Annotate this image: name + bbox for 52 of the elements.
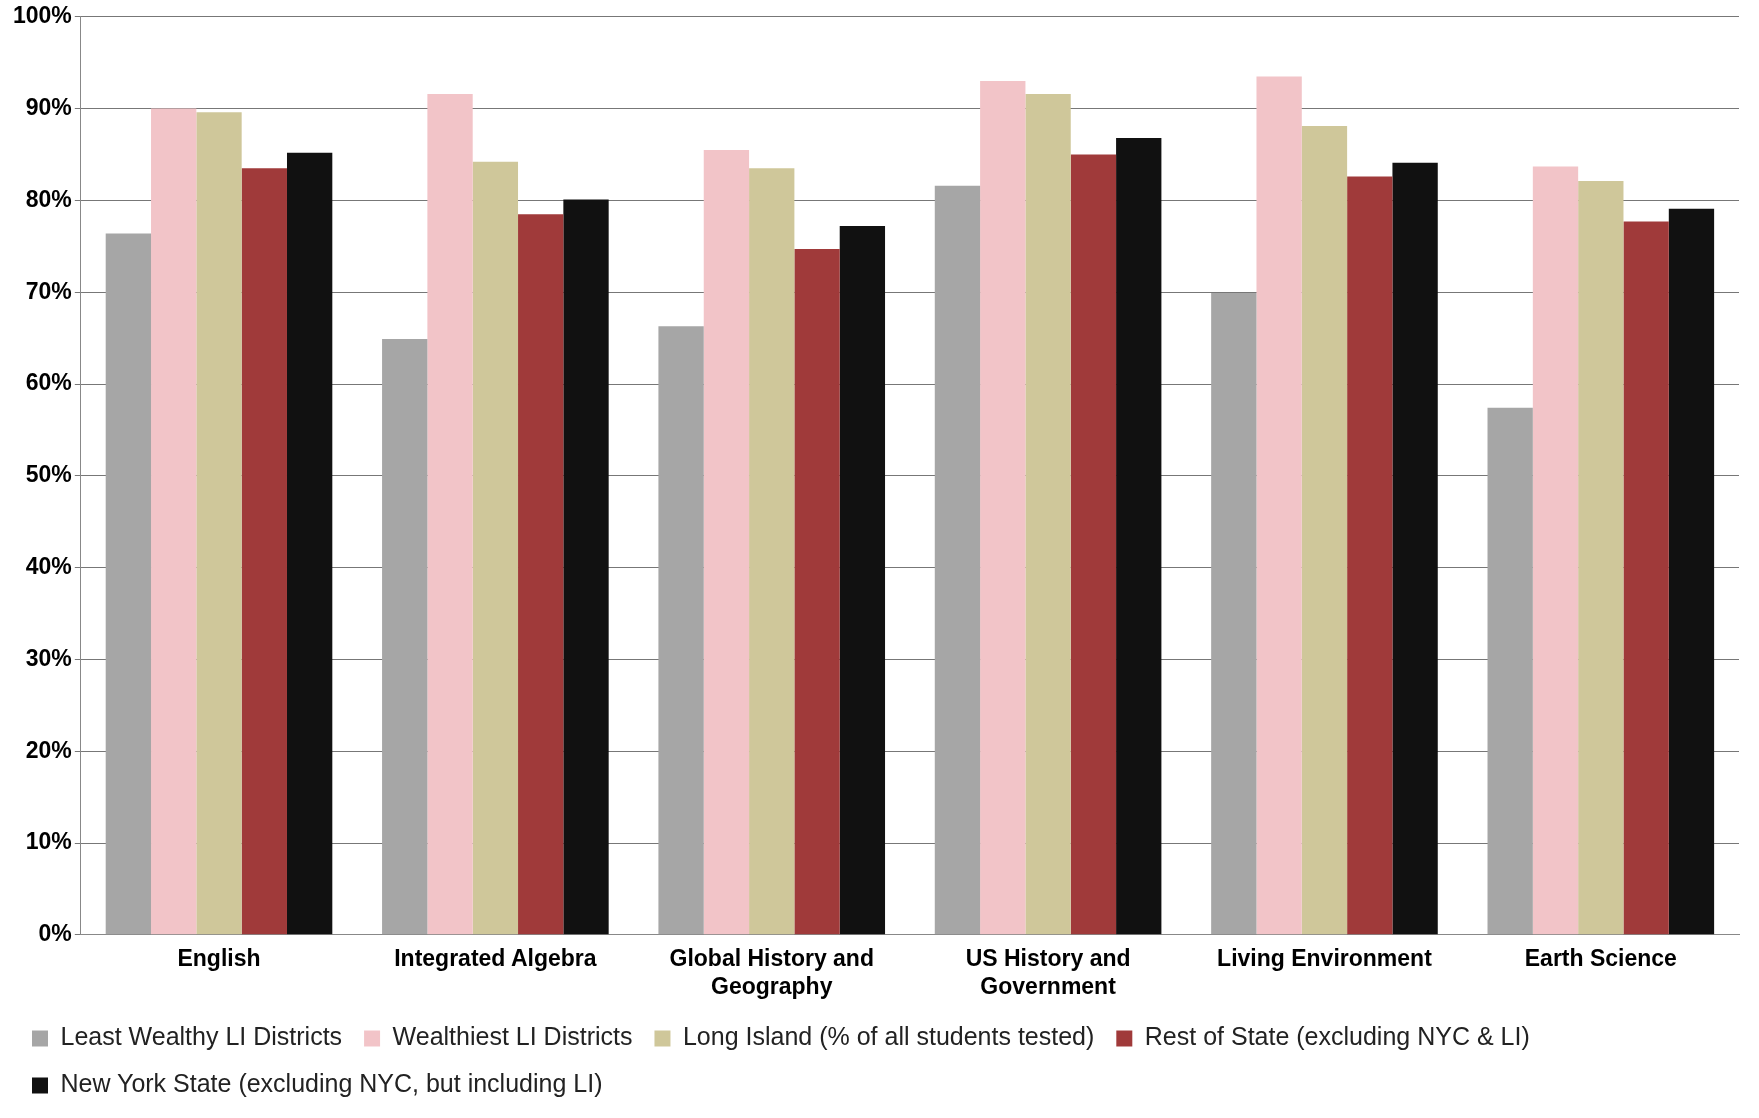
x-tick-label: English [177, 944, 261, 971]
legend-label: New York State (excluding NYC, but including LI) [60, 1069, 603, 1098]
bar [794, 249, 840, 935]
legend-label: Long Island (% of all students tested) [682, 1022, 1095, 1051]
bar [658, 326, 704, 935]
bar [472, 161, 519, 935]
bar [1532, 166, 1579, 935]
bar [563, 199, 609, 935]
bar [427, 93, 473, 935]
y-tick-label: 70% [25, 277, 72, 304]
bar [1668, 208, 1715, 935]
y-tick-label: 40% [25, 552, 72, 579]
x-tick-label: Global History and Geography [669, 944, 874, 999]
bar [1116, 137, 1162, 935]
bar [151, 108, 197, 935]
bar [382, 339, 428, 935]
bar [934, 185, 981, 935]
bar [1392, 162, 1438, 935]
bar [518, 214, 564, 935]
bar [286, 152, 333, 935]
y-tick-label: 0% [38, 920, 72, 947]
bar [1211, 293, 1257, 935]
bar [839, 226, 886, 935]
y-tick-label: 90% [25, 93, 72, 120]
bar [980, 81, 1026, 935]
bar [1487, 407, 1533, 935]
bar [105, 233, 152, 935]
bar [1623, 221, 1669, 935]
bar [241, 168, 287, 935]
bar [1578, 181, 1624, 935]
y-tick-label: 10% [25, 828, 72, 855]
legend-label: Least Wealthy LI Districts [60, 1022, 343, 1051]
bar [196, 112, 242, 935]
bar [1347, 176, 1393, 935]
x-tick-label: Living Environment [1217, 944, 1433, 971]
y-tick-label: 80% [25, 185, 72, 212]
bar [1070, 154, 1117, 935]
y-tick-label: 50% [25, 461, 72, 488]
x-tick-label: Earth Science [1524, 944, 1677, 971]
legend-label: Rest of State (excluding NYC & LI) [1144, 1022, 1530, 1051]
bar [1256, 76, 1302, 935]
legend-label: Wealthiest LI Districts [392, 1022, 633, 1051]
y-tick-label: 30% [25, 644, 72, 671]
x-tick-label: US History and Government [965, 944, 1131, 999]
bar [749, 168, 795, 935]
x-tick-label: Integrated Algebra [394, 944, 597, 971]
y-tick-label: 100% [13, 2, 72, 29]
bar [1301, 126, 1348, 935]
bar [1025, 93, 1071, 935]
bar [703, 149, 750, 935]
y-tick-label: 20% [25, 736, 72, 763]
y-tick-label: 60% [25, 369, 72, 396]
